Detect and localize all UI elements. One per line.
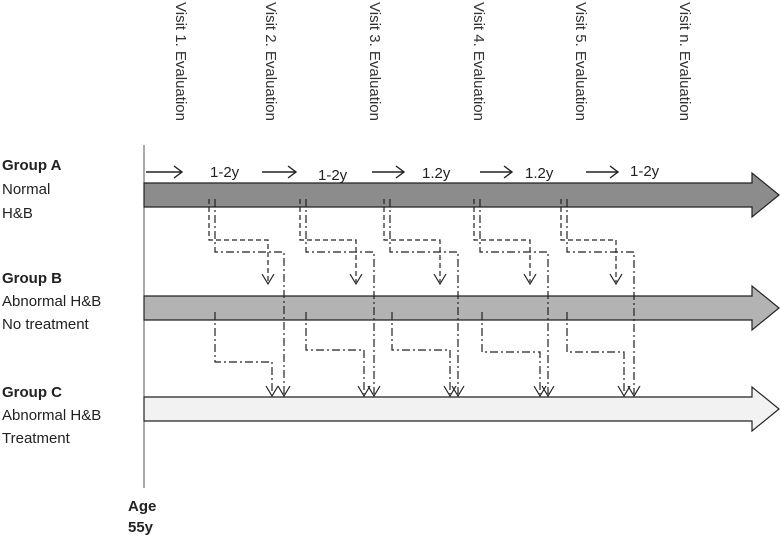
transition-b-c-5 — [566, 312, 625, 394]
interval-arrows — [146, 165, 620, 179]
interval-arrow-5 — [586, 165, 620, 179]
interval-label-4: 1.2y — [525, 165, 554, 182]
transition-a-b-3 — [383, 199, 441, 282]
transition-b-c-1 — [214, 312, 273, 394]
group-b-line-2: No treatment — [2, 316, 90, 333]
visit-label-4: Visit 4. Evaluation — [470, 2, 487, 121]
transition-b-c-3 — [391, 312, 451, 394]
age-label: Age 55y — [128, 498, 156, 536]
interval-label-1: 1-2y — [210, 164, 240, 181]
arrowheads-into-group-c — [265, 385, 641, 398]
transition-a-b-5 — [560, 199, 617, 282]
arrowheads-a-b — [261, 273, 623, 286]
interval-arrow-3 — [372, 165, 406, 179]
visit-label-1: Visit 1. Evaluation — [172, 2, 189, 121]
transitions-a-to-b — [208, 199, 623, 286]
group-b-arrow — [143, 284, 780, 332]
transition-a-b-4 — [473, 199, 531, 282]
visit-label-3: Visit 3. Evaluation — [366, 2, 383, 121]
transition-a-c-5 — [566, 199, 635, 394]
transitions-a-to-c — [214, 199, 635, 394]
group-b-title: Group B — [2, 270, 62, 287]
transition-b-c-2 — [305, 312, 365, 394]
group-c-label: Group C Abnormal H&B Treatment — [2, 384, 101, 447]
group-a-label: Group A Normal H&B — [2, 157, 62, 222]
interval-arrow-4 — [480, 165, 514, 179]
interval-labels: 1-2y 1-2y 1.2y 1.2y 1-2y — [210, 163, 660, 184]
transition-b-c-4 — [481, 312, 541, 394]
interval-label-5: 1-2y — [630, 163, 660, 180]
age-label-text: Age — [128, 498, 156, 515]
visit-label-n: Visit n. Evaluation — [676, 2, 693, 121]
group-b-label: Group B Abnormal H&B No treatment — [2, 270, 101, 333]
transition-a-c-4 — [479, 199, 549, 394]
visit-label-2: Visit 2. Evaluation — [262, 2, 279, 121]
interval-arrow-1 — [146, 165, 184, 179]
interval-label-3: 1.2y — [422, 165, 451, 182]
transition-a-c-2 — [305, 199, 375, 394]
group-c-line-2: Treatment — [2, 430, 71, 447]
group-c-title: Group C — [2, 384, 62, 401]
visit-labels: Visit 1. Evaluation Visit 2. Evaluation … — [172, 2, 693, 121]
group-a-arrow — [143, 171, 780, 219]
group-a-title: Group A — [2, 157, 62, 174]
age-value: 55y — [128, 519, 154, 536]
group-b-line-1: Abnormal H&B — [2, 293, 101, 310]
group-c-line-1: Abnormal H&B — [2, 407, 101, 424]
group-a-line-2: H&B — [2, 205, 33, 222]
transition-a-b-1 — [208, 199, 269, 282]
transition-a-b-2 — [299, 199, 357, 282]
transition-a-c-1 — [214, 199, 285, 394]
group-c-arrow — [143, 385, 780, 433]
visit-label-5: Visit 5. Evaluation — [572, 2, 589, 121]
interval-label-2: 1-2y — [318, 167, 348, 184]
transitions-b-to-c — [214, 312, 625, 394]
transition-a-c-3 — [389, 199, 459, 394]
group-a-line-1: Normal — [2, 181, 50, 198]
interval-arrow-2 — [262, 165, 298, 179]
